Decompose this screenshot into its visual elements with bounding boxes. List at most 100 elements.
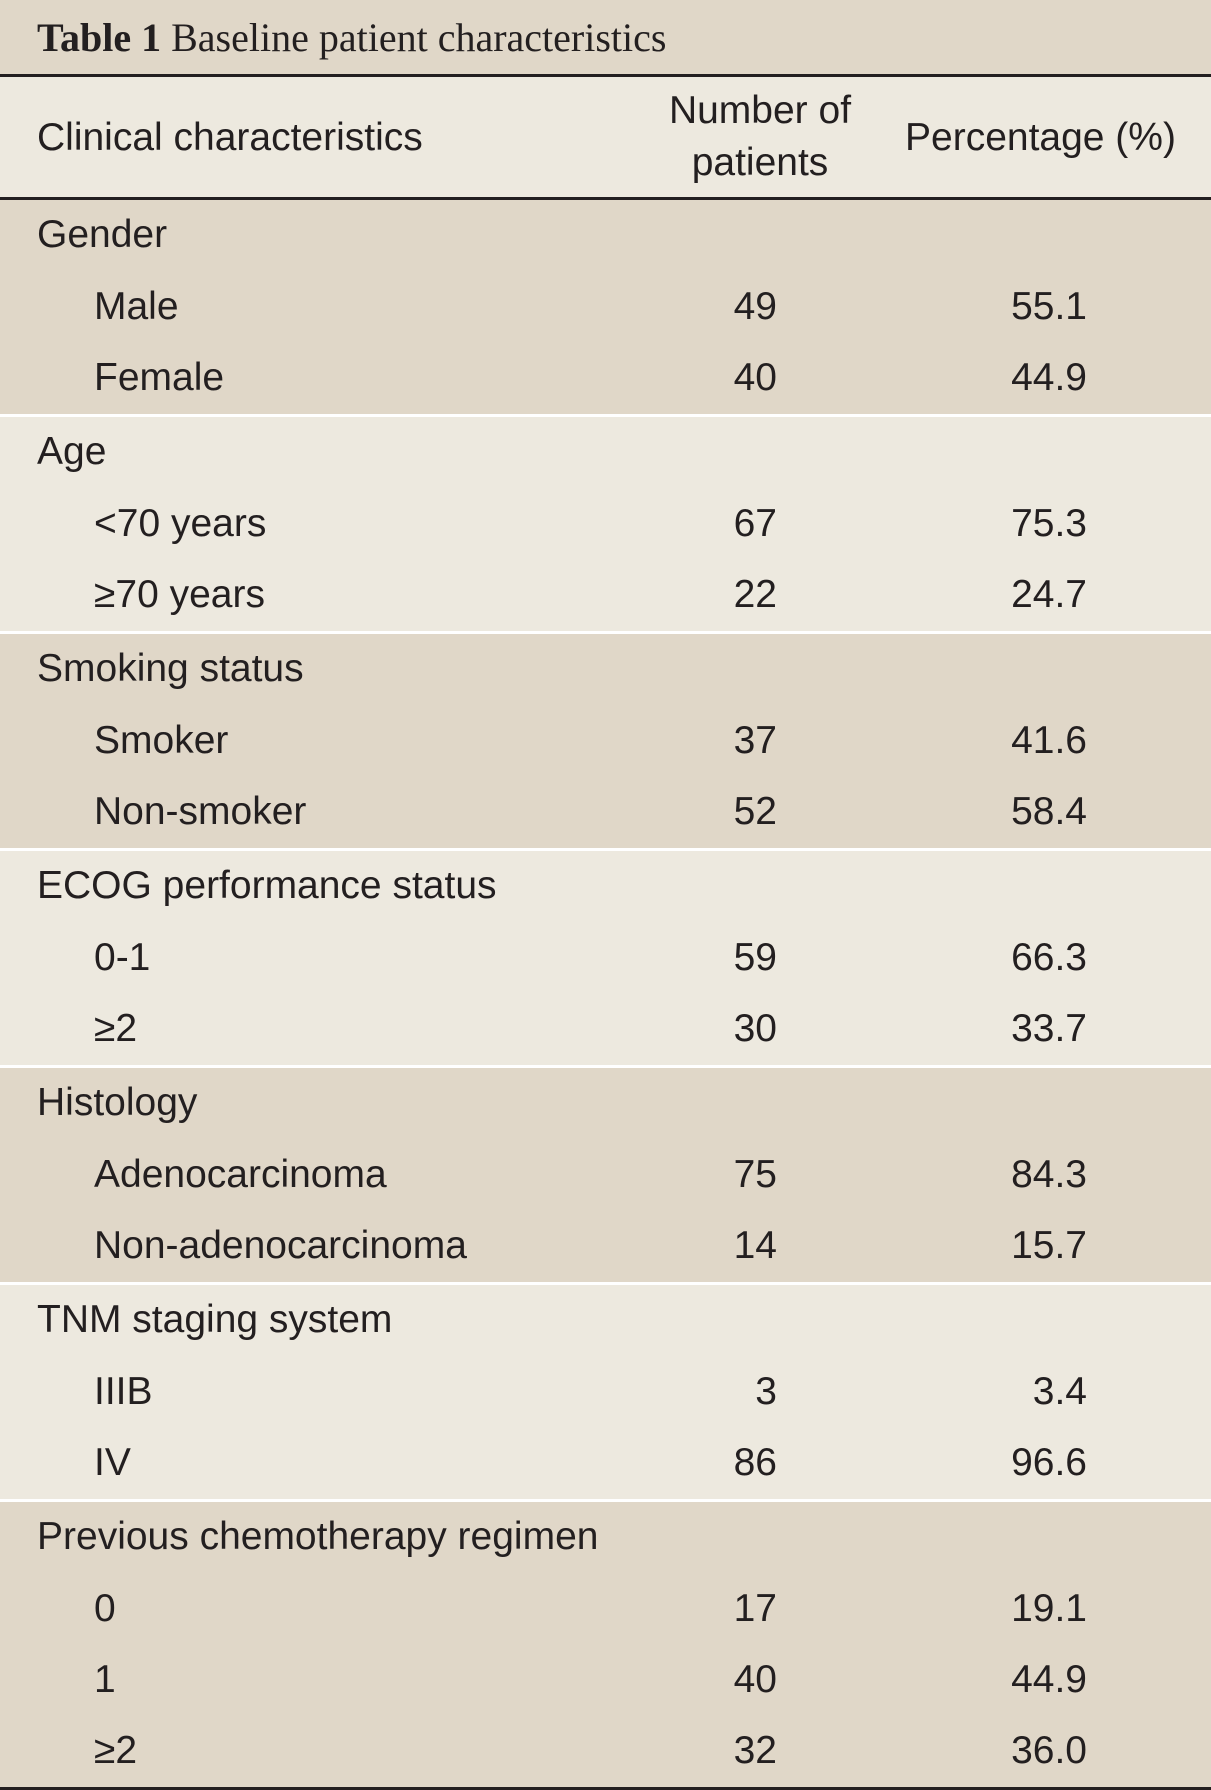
table-row: IIIB 3 3.4	[0, 1357, 1211, 1428]
row-number: 17	[733, 1587, 777, 1630]
table-number: Table 1	[37, 15, 162, 60]
row-label: Non-adenocarcinoma	[94, 1224, 467, 1267]
table-group: Gender Male 49 55.1 Female 40 44.9	[0, 200, 1211, 414]
row-number: 86	[733, 1441, 777, 1484]
header-number-line2: patients	[691, 141, 829, 184]
row-percentage: 44.9	[1011, 356, 1087, 399]
table-row: ≥2 30 33.7	[0, 994, 1211, 1065]
group-separator	[0, 848, 1211, 851]
row-percentage: 33.7	[1011, 1007, 1087, 1050]
row-percentage: 75.3	[1011, 502, 1087, 545]
table-header: Clinical characteristics Number of patie…	[0, 77, 1211, 197]
table-row: 0-1 59 66.3	[0, 923, 1211, 994]
group-title-row: TNM staging system	[0, 1285, 1211, 1357]
table-row: Adenocarcinoma 75 84.3	[0, 1140, 1211, 1211]
row-label: IIIB	[94, 1370, 153, 1413]
table-row: Female 40 44.9	[0, 343, 1211, 414]
table-row: 0 17 19.1	[0, 1574, 1211, 1645]
group-title: Previous chemotherapy regimen	[37, 1515, 599, 1558]
table-row: Non-adenocarcinoma 14 15.7	[0, 1211, 1211, 1282]
row-percentage: 15.7	[1011, 1224, 1087, 1267]
group-title-row: Smoking status	[0, 634, 1211, 706]
row-percentage: 55.1	[1011, 285, 1087, 328]
row-label: ≥70 years	[94, 573, 265, 616]
group-separator	[0, 1282, 1211, 1285]
table-row: IV 86 96.6	[0, 1428, 1211, 1499]
table-group: Previous chemotherapy regimen 0 17 19.1 1 40 4…	[0, 1502, 1211, 1787]
row-label: <70 years	[94, 502, 267, 545]
row-number: 22	[733, 573, 777, 616]
table-caption: Table 1 Baseline patient characteristics	[0, 0, 1211, 74]
table-row: Smoker 37 41.6	[0, 706, 1211, 777]
table-row: ≥70 years 22 24.7	[0, 560, 1211, 631]
group-title: Histology	[37, 1081, 198, 1124]
row-number: 40	[733, 1658, 777, 1701]
group-title-row: Histology	[0, 1068, 1211, 1140]
row-percentage: 96.6	[1011, 1441, 1087, 1484]
table-group: ECOG performance status 0-1 59 66.3 ≥2 30 33.7	[0, 851, 1211, 1065]
row-number: 52	[733, 790, 777, 833]
row-label: Non-smoker	[94, 790, 307, 833]
group-title-row: Gender	[0, 200, 1211, 272]
header-rule	[0, 197, 1211, 200]
row-label: Smoker	[94, 719, 229, 762]
group-separator	[0, 414, 1211, 417]
table-group: Histology Adenocarcinoma 75 84.3 Non-adenoca…	[0, 1068, 1211, 1282]
table-title: Baseline patient characteristics	[171, 15, 667, 60]
row-number: 75	[733, 1153, 777, 1196]
group-separator	[0, 1065, 1211, 1068]
row-label: 0	[94, 1587, 116, 1630]
row-number: 30	[733, 1007, 777, 1050]
row-percentage: 58.4	[1011, 790, 1087, 833]
row-number: 14	[733, 1224, 777, 1267]
row-label: Female	[94, 356, 225, 399]
row-label: ≥2	[94, 1007, 138, 1050]
row-number: 40	[733, 356, 777, 399]
row-percentage: 36.0	[1011, 1729, 1087, 1772]
row-number: 3	[755, 1370, 777, 1413]
row-label: 0-1	[94, 936, 151, 979]
table-body: Gender Male 49 55.1 Female 40 44.9 Age <70 years…	[0, 200, 1211, 1787]
row-label: ≥2	[94, 1729, 138, 1772]
row-percentage: 84.3	[1011, 1153, 1087, 1196]
group-title: Age	[37, 430, 107, 473]
table-group: TNM staging system IIIB 3 3.4 IV 86 96.6	[0, 1285, 1211, 1499]
top-rule	[0, 74, 1211, 77]
header-number-of-patients: Number of patients	[645, 85, 875, 189]
row-percentage: 24.7	[1011, 573, 1087, 616]
row-label: Adenocarcinoma	[94, 1153, 387, 1196]
row-number: 59	[733, 936, 777, 979]
table-row: ≥2 32 36.0	[0, 1716, 1211, 1787]
row-label: IV	[94, 1441, 131, 1484]
row-percentage: 19.1	[1011, 1587, 1087, 1630]
group-title-row: Previous chemotherapy regimen	[0, 1502, 1211, 1574]
group-title: Smoking status	[37, 647, 304, 690]
table-row: 1 40 44.9	[0, 1645, 1211, 1716]
group-separator	[0, 1499, 1211, 1502]
header-percentage: Percentage (%)	[905, 116, 1176, 159]
group-separator	[0, 631, 1211, 634]
row-number: 32	[733, 1729, 777, 1772]
row-number: 37	[733, 719, 777, 762]
header-clinical-characteristics: Clinical characteristics	[37, 116, 423, 159]
table-group: Smoking status Smoker 37 41.6 Non-smoker 52 58…	[0, 634, 1211, 848]
row-percentage: 66.3	[1011, 936, 1087, 979]
group-title: ECOG performance status	[37, 864, 497, 907]
row-percentage: 41.6	[1011, 719, 1087, 762]
row-label: 1	[94, 1658, 116, 1701]
row-percentage: 3.4	[1032, 1370, 1087, 1413]
row-percentage: 44.9	[1011, 1658, 1087, 1701]
group-title-row: Age	[0, 417, 1211, 489]
table-row: Non-smoker 52 58.4	[0, 777, 1211, 848]
table-group: Age <70 years 67 75.3 ≥70 years 22 24.7	[0, 417, 1211, 631]
group-title: TNM staging system	[37, 1298, 393, 1341]
table-row: <70 years 67 75.3	[0, 489, 1211, 560]
table-row: Male 49 55.1	[0, 272, 1211, 343]
row-number: 49	[733, 285, 777, 328]
group-title: Gender	[37, 213, 168, 256]
header-number-line1: Number of	[668, 89, 852, 132]
row-label: Male	[94, 285, 179, 328]
group-title-row: ECOG performance status	[0, 851, 1211, 923]
row-number: 67	[733, 502, 777, 545]
